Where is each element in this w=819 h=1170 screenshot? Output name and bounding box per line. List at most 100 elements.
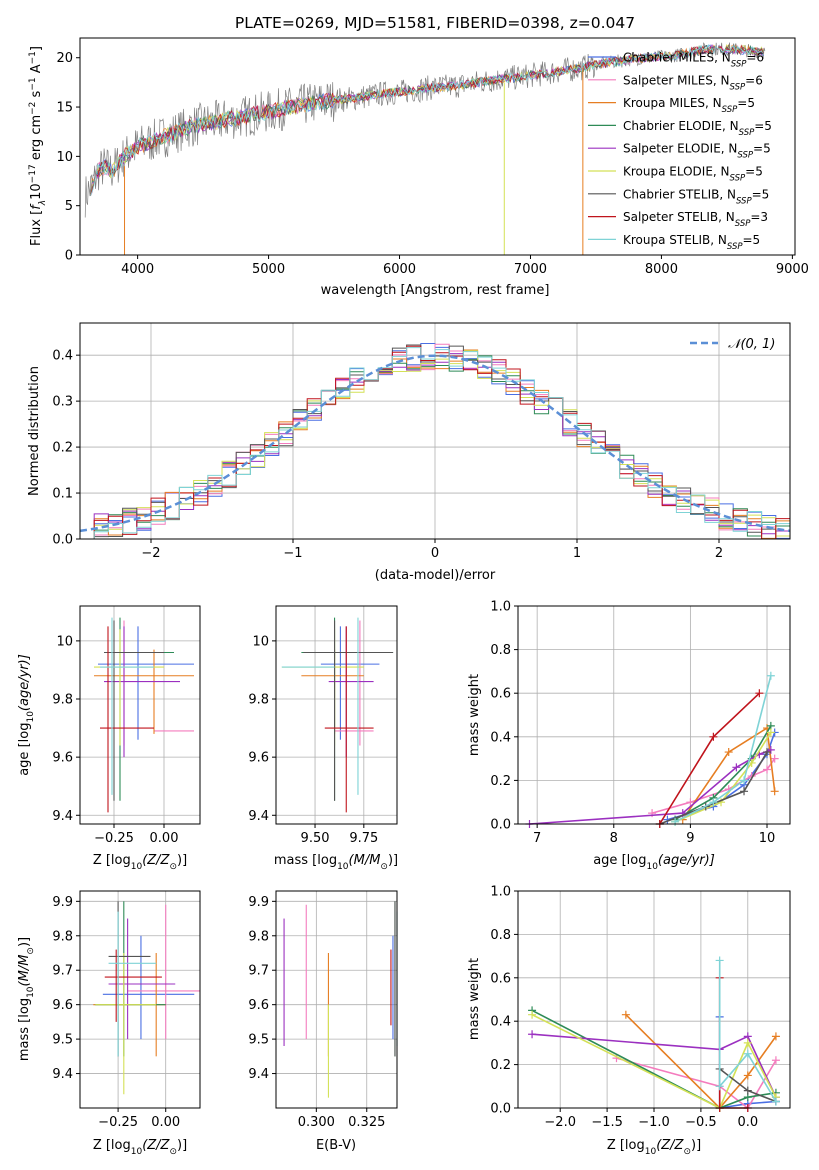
- mass-weight-marker: [715, 1082, 724, 1091]
- y-tick-label: 0.2: [490, 774, 511, 789]
- y-tick-label: 0.8: [490, 643, 511, 658]
- data-spectrum-line: [84, 42, 766, 218]
- age-vs-Z-panel: −0.25 0.00 9.4 9.6 9.8 10 Z [log10(Z/Z⊙)] age…: [17, 605, 201, 872]
- y-tick-label: 0.6: [490, 971, 511, 986]
- model-spectrum-line: [90, 44, 764, 196]
- x-tick-label: 8000: [645, 262, 678, 277]
- x-tick-label: −2: [141, 546, 160, 561]
- x-tick-label: 9.50: [301, 831, 330, 846]
- mass-weight-marker: [740, 787, 749, 796]
- spectrum-ylabel: Flux [fλ10−17 erg cm−2 s−1 A−1]: [28, 46, 48, 246]
- mass-weight-vs-Z-axes-frame: [517, 890, 791, 1109]
- x-tick-label: 7: [533, 831, 541, 846]
- x-tick-label: −0.25: [98, 1115, 138, 1130]
- age-vs-Z-axes-frame: [79, 605, 201, 825]
- residual-histogram-step: [80, 347, 790, 540]
- mass-vs-EBV-xlabel: E(B-V): [316, 1138, 356, 1153]
- residuals-series: [79, 343, 791, 540]
- x-tick-label: 0: [431, 546, 439, 561]
- age-vs-mass-panel: 9.50 9.75 9.4 9.6 9.8 10 mass [log10(M/M⊙)]: [248, 605, 398, 872]
- age-vs-Z-plot: −0.25 0.00 9.4 9.6 9.8 10: [52, 606, 200, 846]
- mass-weight-marker: [763, 765, 772, 774]
- y-tick-label: 9.7: [248, 964, 269, 979]
- x-tick-label: 6000: [383, 262, 416, 277]
- mass-weight-marker: [755, 689, 764, 698]
- mass-weight-line: [674, 675, 772, 823]
- mass-vs-EBV-panel: 0.300 0.325 9.4 9.5 9.6 9.7 9.8 9.9 E(B-V): [248, 890, 398, 1153]
- mass-weight-marker: [621, 1010, 630, 1019]
- x-tick-label: 9000: [776, 262, 809, 277]
- x-tick-label: 4000: [121, 262, 154, 277]
- mass-weight-marker: [766, 728, 775, 737]
- y-tick-label: 0.4: [490, 1015, 511, 1030]
- x-tick-label: −1.5: [591, 1115, 623, 1130]
- mass-weight-vs-age-xlabel: age [log10(age/yr)]: [593, 853, 715, 872]
- spectrum-panel: PLATE=0269, MJD=51581, FIBERID=0398, z=0…: [28, 14, 809, 298]
- x-tick-label: 1: [573, 546, 581, 561]
- y-tick-label: 9.6: [52, 998, 73, 1013]
- y-tick-label: 0.8: [490, 928, 511, 943]
- legend-label: Chabrier ELODIE, NSSP=5: [623, 119, 772, 138]
- mass-weight-line: [531, 1013, 777, 1110]
- legend-label: Kroupa STELIB, NSSP=5: [623, 233, 760, 252]
- mass-weight-marker: [771, 1056, 780, 1065]
- mass-vs-Z-plot: −0.25 0.00 9.4 9.5 9.6 9.7 9.8 9.9: [52, 891, 200, 1130]
- mass-weight-vs-Z-panel: −2.0 −1.5 −1.0 −0.5 0.0 0.0 0.2 0.4 0.6 0.8 1.0 Z …: [467, 885, 791, 1157]
- mass-weight-vs-Z-xlabel: Z [log10(Z/Z⊙)]: [607, 1138, 701, 1157]
- x-tick-label: 0.325: [348, 1115, 385, 1130]
- legend-label: Salpeter MILES, NSSP=6: [623, 73, 763, 92]
- mass-weight-line: [682, 726, 776, 821]
- x-tick-label: 0.00: [151, 1115, 180, 1130]
- residuals-legend: 𝒩(0, 1): [690, 337, 775, 352]
- y-tick-label: 9.6: [248, 751, 269, 766]
- mass-weight-marker: [528, 1030, 537, 1039]
- mass-weight-marker: [740, 776, 749, 785]
- mass-weight-line: [659, 751, 768, 825]
- y-tick-label: 0.0: [490, 1102, 511, 1117]
- mass-weight-line: [616, 1057, 777, 1110]
- age-vs-Z-xlabel: Z [log10(Z/Z⊙)]: [93, 853, 187, 872]
- y-tick-label: 9.7: [52, 964, 73, 979]
- mass-vs-EBV-axes-frame: [275, 890, 398, 1109]
- legend-label: Salpeter ELODIE, NSSP=5: [623, 142, 771, 161]
- y-tick-label: 9.9: [248, 895, 269, 910]
- y-tick-label: 0.3: [52, 395, 73, 410]
- residual-histogram-step: [80, 355, 790, 540]
- x-tick-label: −0.5: [685, 1115, 717, 1130]
- x-tick-label: 8: [610, 831, 618, 846]
- y-tick-label: 9.4: [248, 809, 269, 824]
- legend-label: Kroupa ELODIE, NSSP=5: [623, 165, 763, 184]
- y-tick-label: 9.8: [52, 693, 73, 708]
- legend-label-normal: 𝒩(0, 1): [728, 337, 775, 352]
- y-tick-label: 9.8: [248, 693, 269, 708]
- x-tick-label: −0.25: [94, 831, 134, 846]
- y-tick-label: 9.5: [52, 1033, 73, 1048]
- y-tick-label: 0.4: [52, 349, 73, 364]
- y-tick-label: 9.6: [248, 998, 269, 1013]
- x-tick-label: 7000: [514, 262, 547, 277]
- mass-weight-vs-age-ylabel: mass weight: [467, 674, 482, 756]
- y-tick-label: 9.4: [52, 1067, 73, 1082]
- y-tick-label: 0.4: [490, 730, 511, 745]
- y-tick-label: 0.6: [490, 687, 511, 702]
- mass-weight-line: [674, 725, 772, 821]
- residuals-panel: −2 −1 0 1 2 0.0 0.1 0.2 0.3 0.4 (data-model)/erro…: [27, 322, 791, 583]
- y-tick-label: 10: [252, 634, 269, 649]
- mass-vs-Z-axes-frame: [79, 890, 201, 1109]
- y-tick-label: 9.8: [248, 929, 269, 944]
- age-vs-mass-plot: 9.50 9.75 9.4 9.6 9.8 10: [248, 606, 397, 846]
- y-tick-label: 0.2: [490, 1058, 511, 1073]
- mass-weight-line: [674, 731, 772, 823]
- x-tick-label: 2: [715, 546, 723, 561]
- legend-label: Kroupa MILES, NSSP=5: [623, 96, 755, 115]
- mass-weight-marker: [709, 732, 718, 741]
- y-tick-label: 9.9: [52, 895, 73, 910]
- spectrum-axes-frame: [79, 37, 796, 256]
- spectrum-series: [84, 42, 766, 255]
- mass-weight-marker: [743, 1086, 752, 1095]
- mass-weight-marker: [715, 956, 724, 965]
- x-tick-label: 0.300: [298, 1115, 335, 1130]
- mass-weight-line: [625, 1014, 777, 1110]
- spectrum-legend: Chabrier MILES, NSSP=6 Salpeter MILES, NS…: [588, 51, 772, 252]
